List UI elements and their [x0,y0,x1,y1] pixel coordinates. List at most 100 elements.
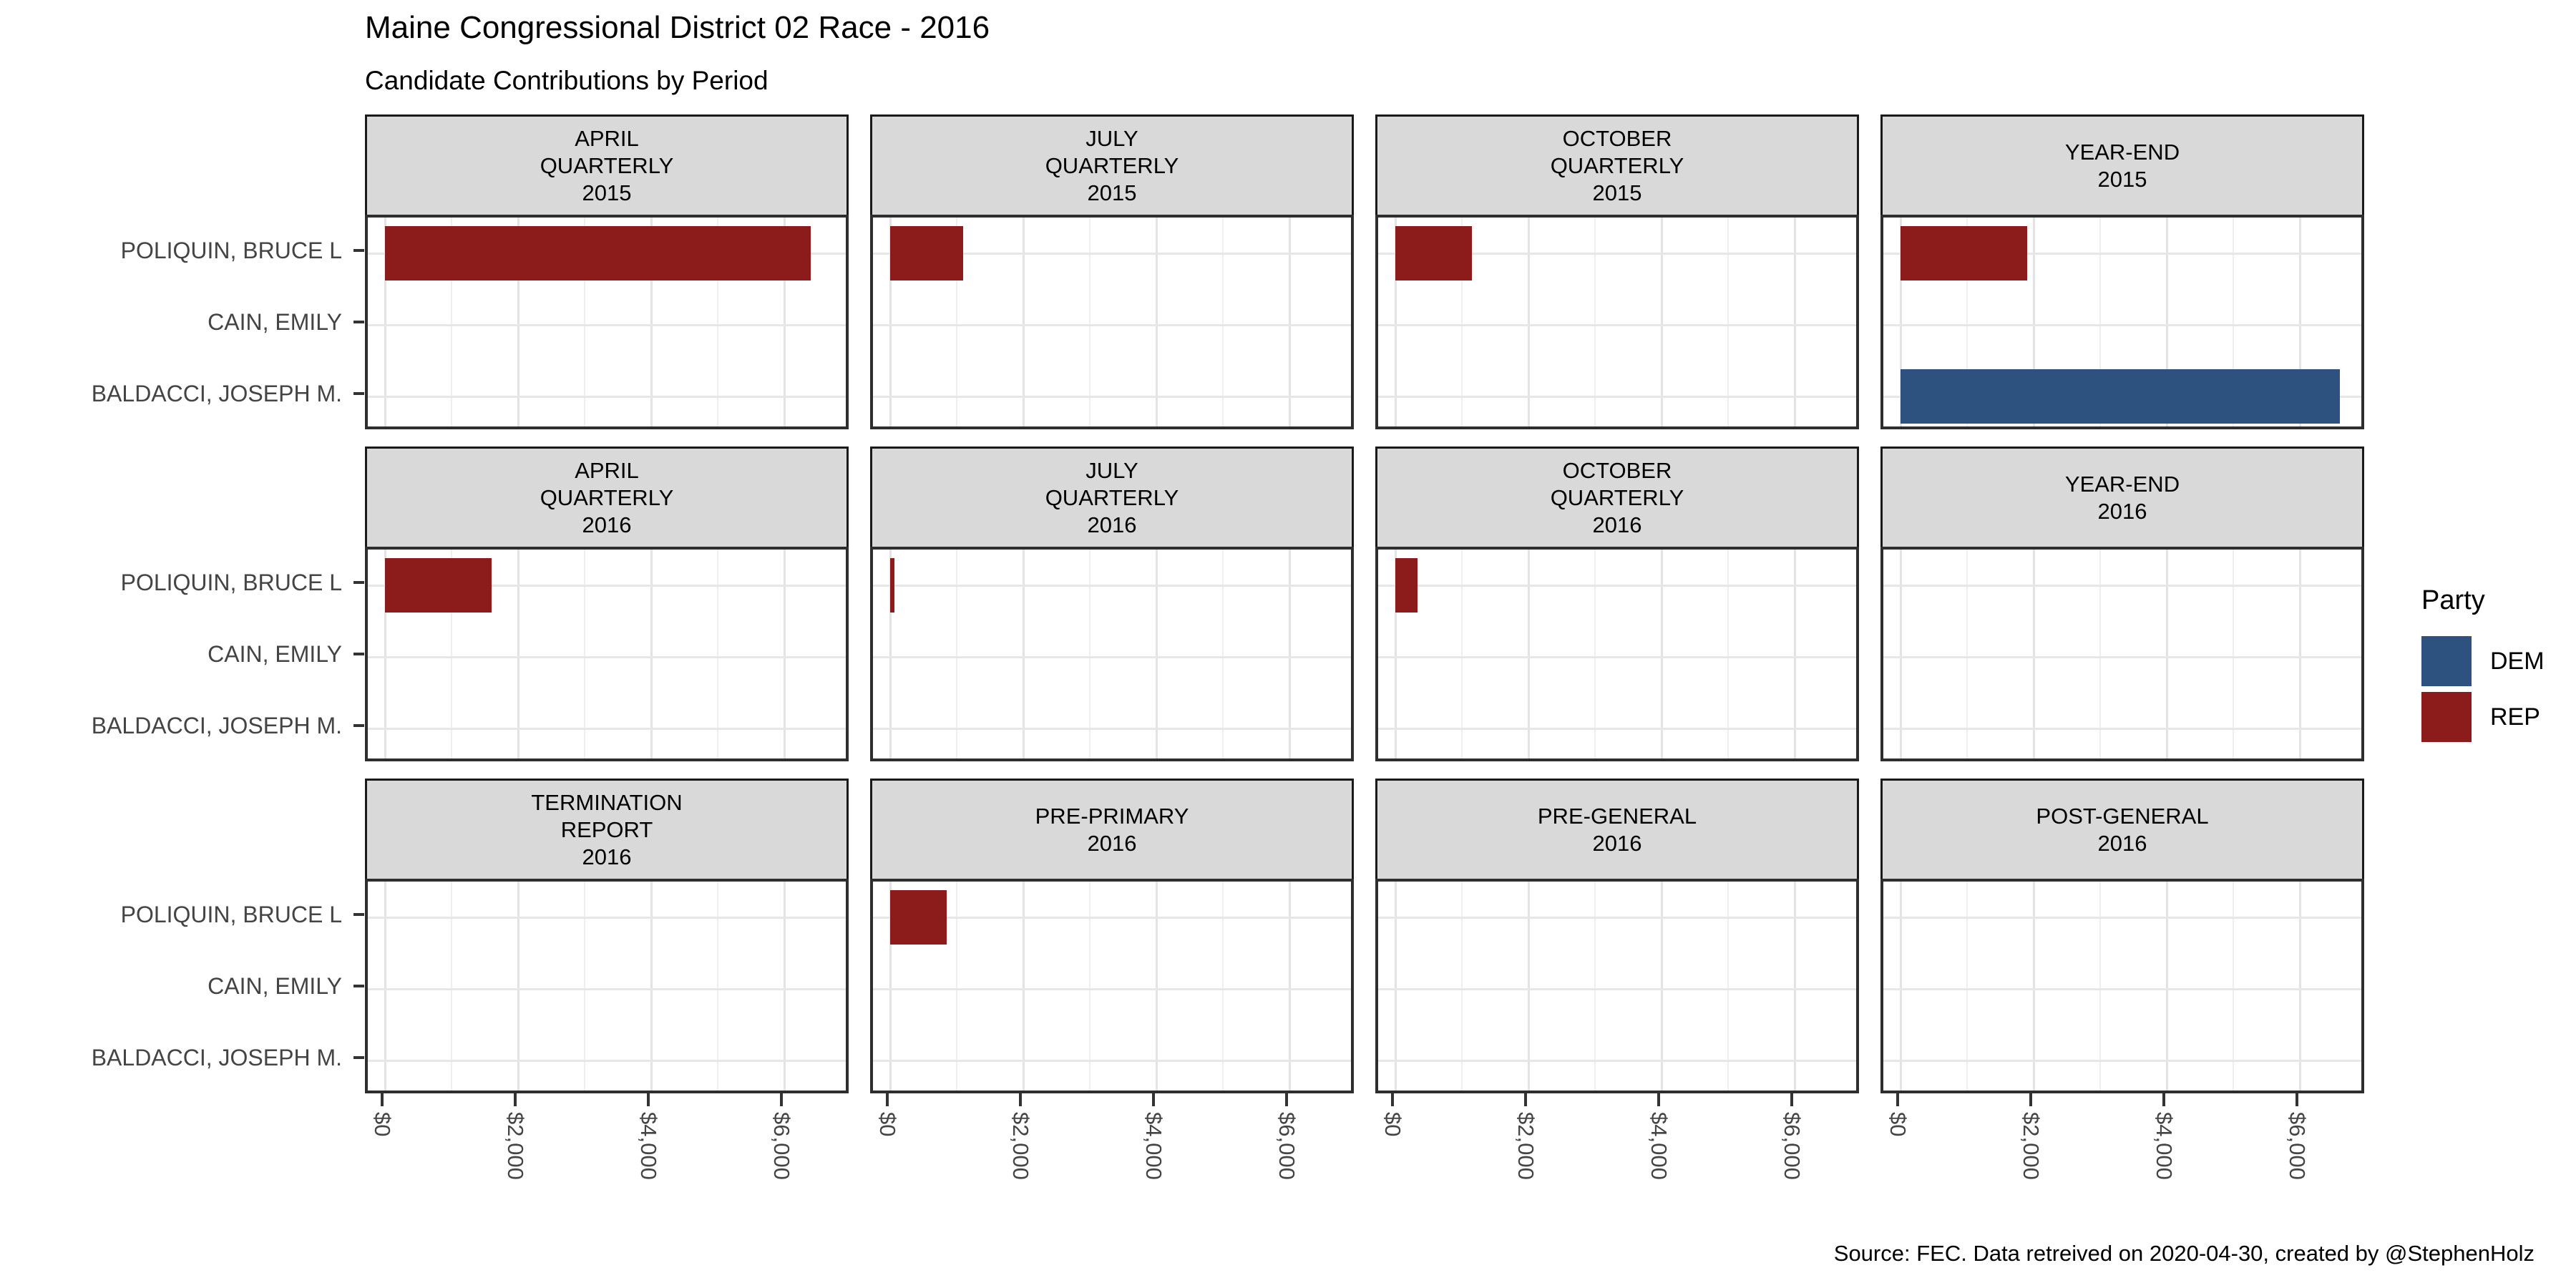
gridline-minor-vertical [717,218,718,426]
chart-caption: Source: FEC. Data retreived on 2020-04-3… [1833,1241,2534,1266]
gridline-major-horizontal [368,323,846,326]
gridline-major-horizontal [368,584,846,587]
x-axis-label: $4,000 [1141,1112,1166,1180]
facet-strip: YEAR-END 2015 [1880,114,2364,215]
facet-strip-label-line: OCTOBER [1562,125,1672,151]
facet-strip: JULY QUARTERLY 2015 [870,114,1354,215]
facet-strip: YEAR-END 2016 [1880,447,2364,547]
facet-strip-label-line: PRE-GENERAL [1537,803,1697,829]
gridline-major-horizontal [368,727,846,730]
facet-strip-label-line: QUARTERLY [1550,484,1684,510]
gridline-major-vertical [1288,218,1291,426]
facet-april-quarterly-2015: APRIL QUARTERLY 2015 [365,114,849,429]
facet-panel [870,547,1354,761]
gridline-major-vertical [783,218,786,426]
gridline-minor-vertical [2099,882,2101,1091]
facet-strip-label-line: QUARTERLY [540,152,674,178]
bar-poliquin [890,558,894,613]
x-axis-tick [1657,1093,1660,1106]
x-axis-tick [2162,1093,2165,1106]
x-axis-label: $6,000 [1780,1112,1805,1180]
y-axis-label: CAIN, EMILY [208,973,342,999]
gridline-minor-vertical [1222,550,1224,758]
y-axis-tick [353,653,364,655]
gridline-major-vertical [1022,882,1025,1091]
chart-subtitle: Candidate Contributions by Period [365,66,769,95]
x-axis-label: $6,000 [769,1112,794,1180]
facet-april-quarterly-2016: APRIL QUARTERLY 2016 [365,447,849,761]
y-axis-tick [353,913,364,916]
x-axis-label: $2,000 [1008,1112,1033,1180]
facet-termination-report-2016: TERMINATION REPORT 2016 [365,779,849,1093]
gridline-major-horizontal [873,252,1351,255]
facet-strip-label-line: OCTOBER [1562,457,1672,483]
gridline-major-vertical [2032,882,2035,1091]
facet-october-quarterly-2016: OCTOBER QUARTERLY 2016 [1375,447,1859,761]
facet-strip: JULY QUARTERLY 2016 [870,447,1354,547]
y-axis-label: POLIQUIN, BRUCE L [120,238,342,263]
facet-strip-label-line: 2016 [582,512,632,537]
gridline-major-horizontal [873,727,1351,730]
gridline-major-vertical [2032,550,2035,758]
facet-strip-label-line: 2016 [582,844,632,869]
bar-poliquin [1395,558,1418,613]
gridline-minor-vertical [956,550,957,758]
gridline-minor-vertical [2233,882,2234,1091]
gridline-major-vertical [1022,218,1025,426]
gridline-major-vertical [2032,218,2035,426]
y-axis-label: CAIN, EMILY [208,641,342,667]
facet-strip-label-line: 2015 [2097,166,2147,192]
gridline-major-vertical [650,882,653,1091]
facet-strip-label-line: 2016 [1087,512,1137,537]
gridline-major-vertical [1899,882,1902,1091]
gridline-minor-vertical [1461,218,1463,426]
gridline-minor-vertical [1222,882,1224,1091]
facet-strip-label-line: JULY [1085,125,1138,151]
facet-panel [365,215,849,429]
gridline-major-horizontal [1378,1059,1856,1062]
gridline-major-vertical [1155,882,1158,1091]
x-axis-label: $2,000 [2019,1112,2044,1180]
gridline-minor-vertical [451,882,452,1091]
x-axis-label: $6,000 [2285,1112,2310,1180]
x-axis-label: $2,000 [1513,1112,1538,1180]
gridline-major-horizontal [1378,395,1856,398]
gridline-major-horizontal [1883,584,2361,587]
facet-strip: PRE-PRIMARY 2016 [870,779,1354,879]
gridline-minor-vertical [584,218,585,426]
facet-panel [870,879,1354,1093]
facet-july-quarterly-2016: JULY QUARTERLY 2016 [870,447,1354,761]
y-axis-tick [353,1056,364,1059]
x-axis-tick [514,1093,517,1106]
facet-strip-label-line: YEAR-END [2064,471,2180,497]
gridline-major-horizontal [368,655,846,658]
gridline-major-horizontal [1378,987,1856,990]
gridline-minor-vertical [956,882,957,1091]
facet-year-end-2016: YEAR-END 2016 [1880,447,2364,761]
bar-poliquin [1901,226,2027,280]
x-axis-tick [381,1093,384,1106]
x-axis-label: $0 [370,1112,395,1137]
legend-swatch-dem [2421,636,2472,686]
x-axis-tick [1524,1093,1527,1106]
facet-strip-label-line: QUARTERLY [540,484,674,510]
gridline-minor-vertical [1966,550,1968,758]
x-axis-tick [1152,1093,1155,1106]
x-axis-label: $0 [1380,1112,1405,1137]
gridline-major-vertical [1394,550,1397,758]
facet-panel [365,547,849,761]
gridline-major-horizontal [1378,916,1856,919]
gridline-major-horizontal [1378,252,1856,255]
gridline-major-vertical [517,882,519,1091]
y-axis-label: BALDACCI, JOSEPH M. [91,1045,342,1070]
gridline-minor-vertical [2233,550,2234,758]
gridline-minor-vertical [1089,218,1091,426]
legend-entries: DEM REP [2421,636,2545,742]
legend-swatch-rep [2421,692,2472,742]
gridline-major-horizontal [368,395,846,398]
x-axis-tick [1019,1093,1022,1106]
facet-panel [365,879,849,1093]
gridline-major-horizontal [1883,916,2361,919]
facet-strip-label-line: 2015 [1087,180,1137,205]
bar-poliquin [385,558,492,613]
